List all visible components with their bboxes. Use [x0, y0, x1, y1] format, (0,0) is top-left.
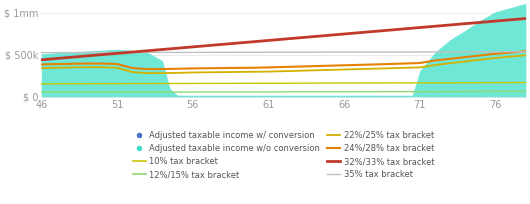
Legend: Adjusted taxable income w/ conversion, Adjusted taxable income w/o conversion, 1: Adjusted taxable income w/ conversion, A…	[133, 131, 434, 179]
